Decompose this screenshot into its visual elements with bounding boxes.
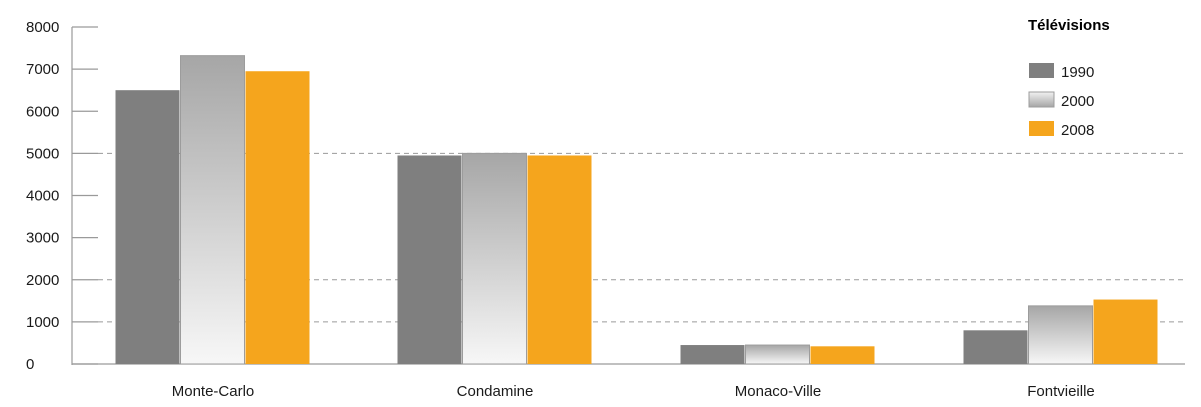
legend-swatch-1990 [1029, 63, 1054, 78]
y-tick-label-2000: 2000 [26, 272, 59, 289]
legend-swatch-2000 [1028, 91, 1055, 108]
bar-condamine-2000 [462, 152, 527, 365]
bar-monte-carlo-2008 [245, 71, 310, 364]
bar-monaco-ville-2008 [810, 346, 875, 364]
legend-label-2000: 2000 [1061, 93, 1094, 110]
y-axis: 0 1000 2000 3000 4000 5000 6000 7000 8000 [26, 19, 1185, 373]
y-tick-label-3000: 3000 [26, 230, 59, 247]
y-tick-label-7000: 7000 [26, 61, 59, 78]
bar-fontvieille-2000 [1028, 305, 1093, 365]
y-tick-label-0: 0 [26, 356, 34, 373]
legend-label-1990: 1990 [1061, 64, 1094, 81]
bar-monaco-ville-2000 [745, 344, 810, 365]
bar-monte-carlo-2000 [180, 55, 245, 365]
bar-fontvieille-1990 [963, 330, 1028, 364]
y-tick-label-6000: 6000 [26, 103, 59, 120]
legend-label-2008: 2008 [1061, 122, 1094, 139]
y-tick-label-8000: 8000 [26, 19, 59, 36]
category-label-fontvieille: Fontvieille [1027, 383, 1095, 400]
bar-monte-carlo-1990 [115, 90, 180, 364]
category-label-monte-carlo: Monte-Carlo [172, 383, 255, 400]
bar-fontvieille-2008 [1093, 299, 1158, 364]
category-labels: Monte-Carlo Condamine Monaco-Ville Fontviei… [172, 383, 1095, 400]
y-tick-label-1000: 1000 [26, 314, 59, 331]
y-tick-label-4000: 4000 [26, 188, 59, 205]
category-label-condamine: Condamine [457, 383, 534, 400]
bar-monaco-ville-1990 [680, 345, 745, 364]
y-tick-label-5000: 5000 [26, 145, 59, 162]
category-label-monaco-ville: Monaco-Ville [735, 383, 821, 400]
legend-title: Télévisions [1028, 17, 1110, 34]
bars [115, 55, 1158, 365]
bar-condamine-1990 [397, 155, 462, 364]
legend-swatch-2008 [1029, 121, 1054, 136]
bar-condamine-2008 [527, 155, 592, 364]
legend: Télévisions 1990 2000 2008 [1028, 17, 1110, 139]
